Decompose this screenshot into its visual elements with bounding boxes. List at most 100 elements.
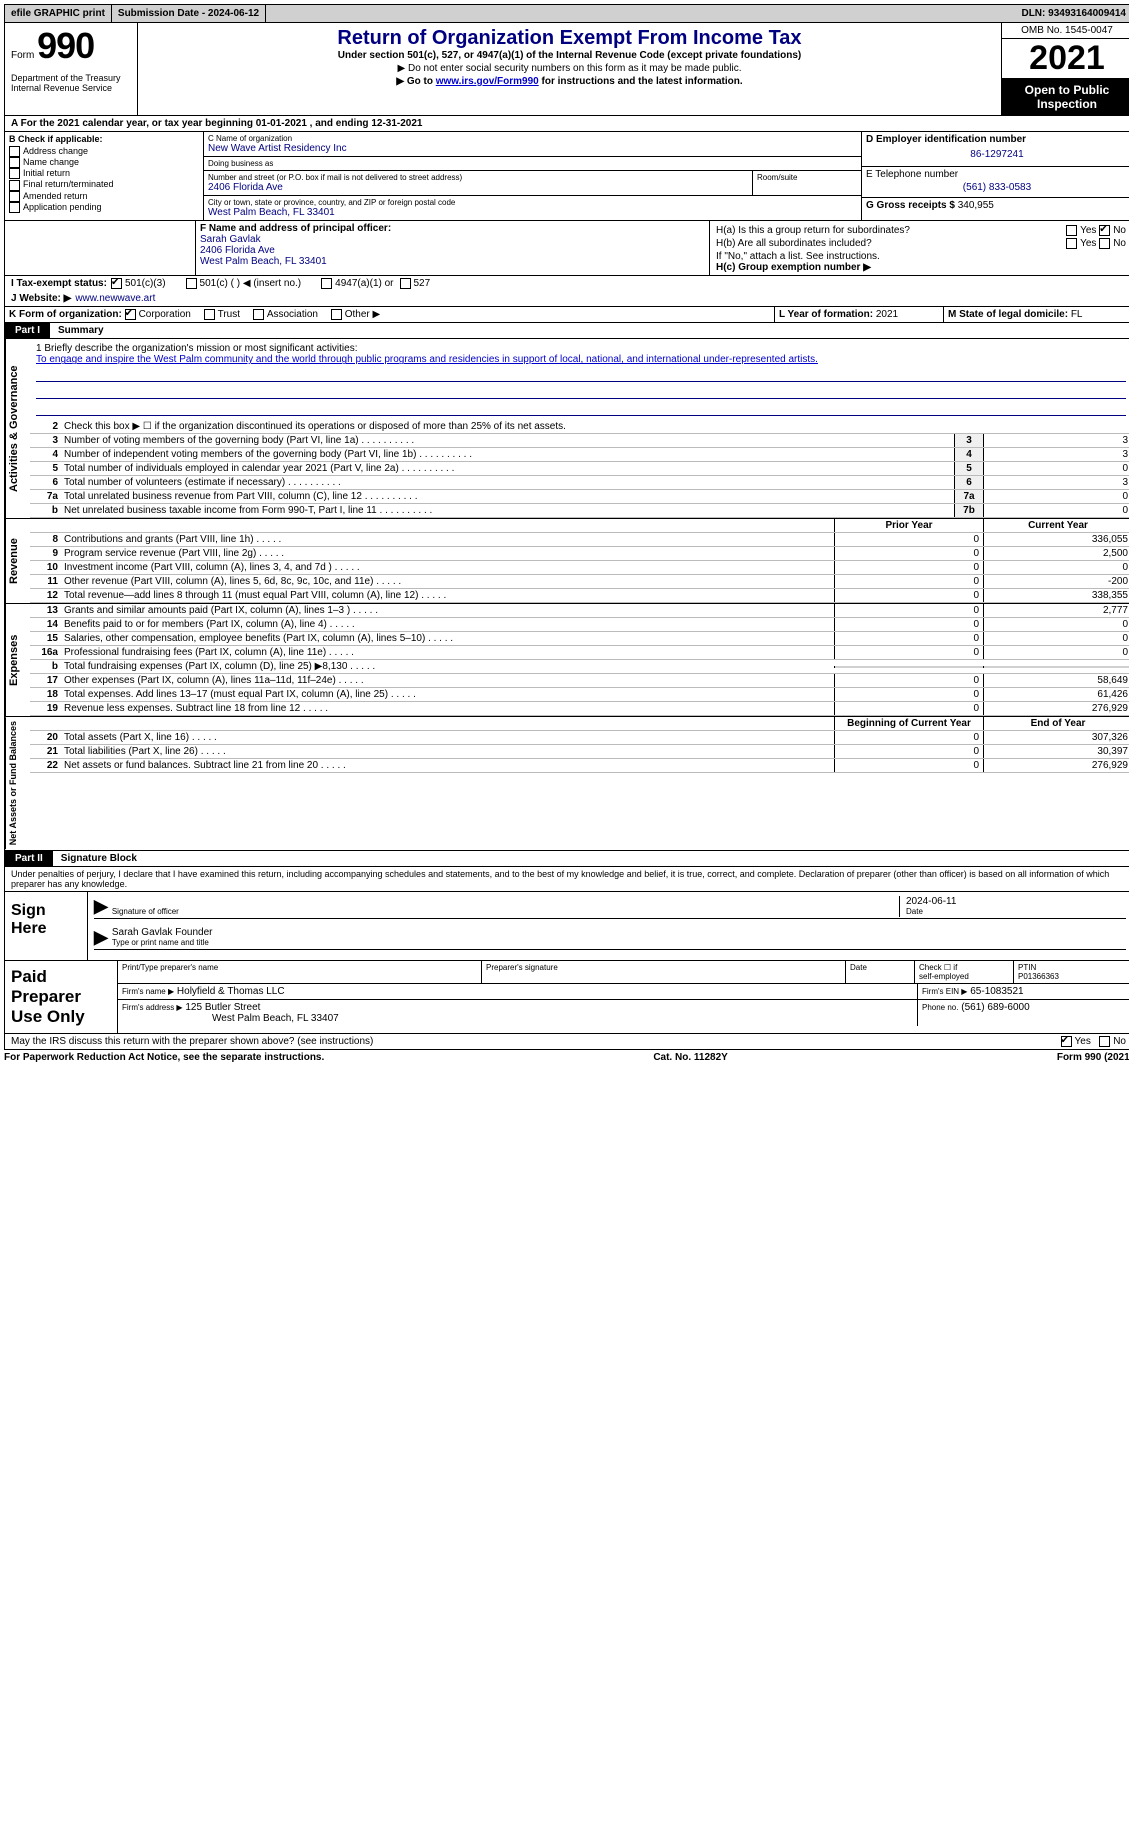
firm-phone-value: (561) 689-6000 xyxy=(961,1002,1029,1013)
goto-prefix: ▶ Go to xyxy=(396,76,435,87)
mission-line-2 xyxy=(36,384,1126,399)
expenses-sidelabel: Expenses xyxy=(5,604,30,716)
gross-receipts-label: G Gross receipts $ xyxy=(866,200,955,211)
city-value: West Palm Beach, FL 33401 xyxy=(208,207,857,218)
open-public-badge: Open to Public Inspection xyxy=(1002,79,1129,115)
self-employed-col: Check ☐ ifself-employed xyxy=(915,961,1014,983)
checkbox-amended-return[interactable]: Amended return xyxy=(9,191,199,202)
checkbox-name-change[interactable]: Name change xyxy=(9,157,199,168)
street-label: Number and street (or P.O. box if mail i… xyxy=(208,173,748,182)
summary-line-b: bTotal fundraising expenses (Part IX, co… xyxy=(30,660,1129,674)
topbar-spacer xyxy=(266,11,1015,17)
checkbox-527[interactable] xyxy=(400,278,411,289)
top-bar: efile GRAPHIC print Submission Date - 20… xyxy=(4,4,1129,23)
h-a-row: H(a) Is this a group return for subordin… xyxy=(716,225,1126,236)
instructions-link[interactable]: www.irs.gov/Form990 xyxy=(436,76,539,87)
net-header-row: Beginning of Current Year End of Year xyxy=(30,717,1129,731)
mission-line-3 xyxy=(36,401,1126,416)
activities-section: Activities & Governance 1 Briefly descri… xyxy=(4,339,1129,519)
checkbox-501c[interactable] xyxy=(186,278,197,289)
dba-label: Doing business as xyxy=(208,159,857,168)
checkbox-association[interactable] xyxy=(253,309,264,320)
box-d: D Employer identification number 86-1297… xyxy=(861,132,1129,220)
state-domicile: M State of legal domicile: FL xyxy=(944,307,1129,322)
discuss-no-checkbox[interactable] xyxy=(1099,1036,1110,1047)
officer-name-title-value: Sarah Gavlak Founder xyxy=(112,927,1126,938)
checkbox-501c3[interactable] xyxy=(111,278,122,289)
city-label: City or town, state or province, country… xyxy=(208,198,857,207)
mission-line-1 xyxy=(36,367,1126,382)
checkbox-initial-return[interactable]: Initial return xyxy=(9,168,199,179)
summary-line-7a: 7aTotal unrelated business revenue from … xyxy=(30,490,1129,504)
form-footer-label: Form 990 (2021) xyxy=(1057,1052,1129,1063)
telephone-cell: E Telephone number (561) 833-0583 xyxy=(862,167,1129,198)
checkbox-final-return[interactable]: Final return/terminated xyxy=(9,179,199,190)
preparer-signature-col: Preparer's signature xyxy=(482,961,846,983)
current-year-header: Current Year xyxy=(983,519,1129,532)
summary-line-18: 18Total expenses. Add lines 13–17 (must … xyxy=(30,688,1129,702)
part-ii-num: Part II xyxy=(5,851,53,866)
checkbox-address-change[interactable]: Address change xyxy=(9,146,199,157)
room-cell: Room/suite xyxy=(753,171,861,195)
checkbox-4947[interactable] xyxy=(321,278,332,289)
checkbox-other[interactable] xyxy=(331,309,342,320)
h-b-no-checkbox[interactable] xyxy=(1099,238,1110,249)
checkbox-trust[interactable] xyxy=(204,309,215,320)
street-cell: Number and street (or P.O. box if mail i… xyxy=(204,171,753,195)
box-c: C Name of organization New Wave Artist R… xyxy=(204,132,861,220)
klm-row: K Form of organization: Corporation Trus… xyxy=(4,307,1129,323)
page-footer: For Paperwork Reduction Act Notice, see … xyxy=(4,1050,1129,1065)
discuss-question: May the IRS discuss this return with the… xyxy=(11,1036,373,1047)
box-fh-row: F Name and address of principal officer:… xyxy=(4,221,1129,276)
prior-year-header: Prior Year xyxy=(834,519,983,532)
summary-line-15: 15Salaries, other compensation, employee… xyxy=(30,632,1129,646)
goto-suffix: for instructions and the latest informat… xyxy=(542,76,743,87)
summary-line-5: 5Total number of individuals employed in… xyxy=(30,462,1129,476)
officer-signature-caption: Signature of officer xyxy=(112,907,899,916)
summary-line-19: 19Revenue less expenses. Subtract line 1… xyxy=(30,702,1129,716)
tax-exempt-row: I Tax-exempt status: 501(c)(3) 501(c) ( … xyxy=(4,276,1129,291)
summary-line-12: 12Total revenue—add lines 8 through 11 (… xyxy=(30,589,1129,603)
firm-ein-value: 65-1083521 xyxy=(970,986,1023,997)
sign-here-row: Sign Here ▶ Signature of officer 2024-06… xyxy=(4,892,1129,961)
website-value: www.newwave.art xyxy=(75,293,155,304)
catalog-number: Cat. No. 11282Y xyxy=(653,1052,727,1063)
h-a-yes-checkbox[interactable] xyxy=(1066,225,1077,236)
website-label: J Website: ▶ xyxy=(11,293,71,304)
summary-line-3: 3Number of voting members of the governi… xyxy=(30,434,1129,448)
officer-city: West Palm Beach, FL 33401 xyxy=(200,256,705,267)
h-a-no-checkbox[interactable] xyxy=(1099,225,1110,236)
h-b-yes-checkbox[interactable] xyxy=(1066,238,1077,249)
paid-preparer-label: Paid Preparer Use Only xyxy=(5,961,118,1033)
checkbox-corporation[interactable] xyxy=(125,309,136,320)
h-b-row: H(b) Are all subordinates included? Yes … xyxy=(716,238,1126,249)
signature-arrow-icon: ▶ xyxy=(94,896,108,917)
firm-name-value: Holyfield & Thomas LLC xyxy=(177,986,285,997)
h-a-label: H(a) Is this a group return for subordin… xyxy=(716,225,910,236)
summary-line-8: 8Contributions and grants (Part VIII, li… xyxy=(30,533,1129,547)
submission-date: Submission Date - 2024-06-12 xyxy=(112,5,266,22)
dba-cell: Doing business as xyxy=(204,157,861,171)
website-row: J Website: ▶ www.newwave.art xyxy=(4,291,1129,307)
summary-line-17: 17Other expenses (Part IX, column (A), l… xyxy=(30,674,1129,688)
firm-address-row: Firm's address ▶ 125 Butler Street West … xyxy=(118,1000,1129,1026)
firm-name-row: Firm's name ▶ Holyfield & Thomas LLC Fir… xyxy=(118,984,1129,1000)
paperwork-notice: For Paperwork Reduction Act Notice, see … xyxy=(4,1052,324,1063)
header-right-cell: OMB No. 1545-0047 2021 Open to Public In… xyxy=(1002,23,1129,115)
name-arrow-icon: ▶ xyxy=(94,927,108,948)
signature-date-caption: Date xyxy=(906,907,1126,916)
revenue-section: Revenue Prior Year Current Year 8Contrib… xyxy=(4,519,1129,604)
mission-text: To engage and inspire the West Palm comm… xyxy=(36,354,1126,365)
year-formation: L Year of formation: 2021 xyxy=(775,307,944,322)
mission-block: 1 Briefly describe the organization's mi… xyxy=(30,339,1129,420)
activities-sidelabel: Activities & Governance xyxy=(5,339,30,518)
officer-signature-field: ▶ Signature of officer 2024-06-11 Date xyxy=(94,896,1126,919)
discuss-yes-checkbox[interactable] xyxy=(1061,1036,1072,1047)
form-subtitle: Under section 501(c), 527, or 4947(a)(1)… xyxy=(144,50,995,61)
efile-print-button[interactable]: efile GRAPHIC print xyxy=(5,5,112,22)
checkbox-application-pending[interactable]: Application pending xyxy=(9,202,199,213)
ein-label: D Employer identification number xyxy=(866,134,1128,145)
omb-number: OMB No. 1545-0047 xyxy=(1002,23,1129,39)
box-b: B Check if applicable: Address change Na… xyxy=(5,132,204,220)
box-h: H(a) Is this a group return for subordin… xyxy=(709,221,1129,275)
